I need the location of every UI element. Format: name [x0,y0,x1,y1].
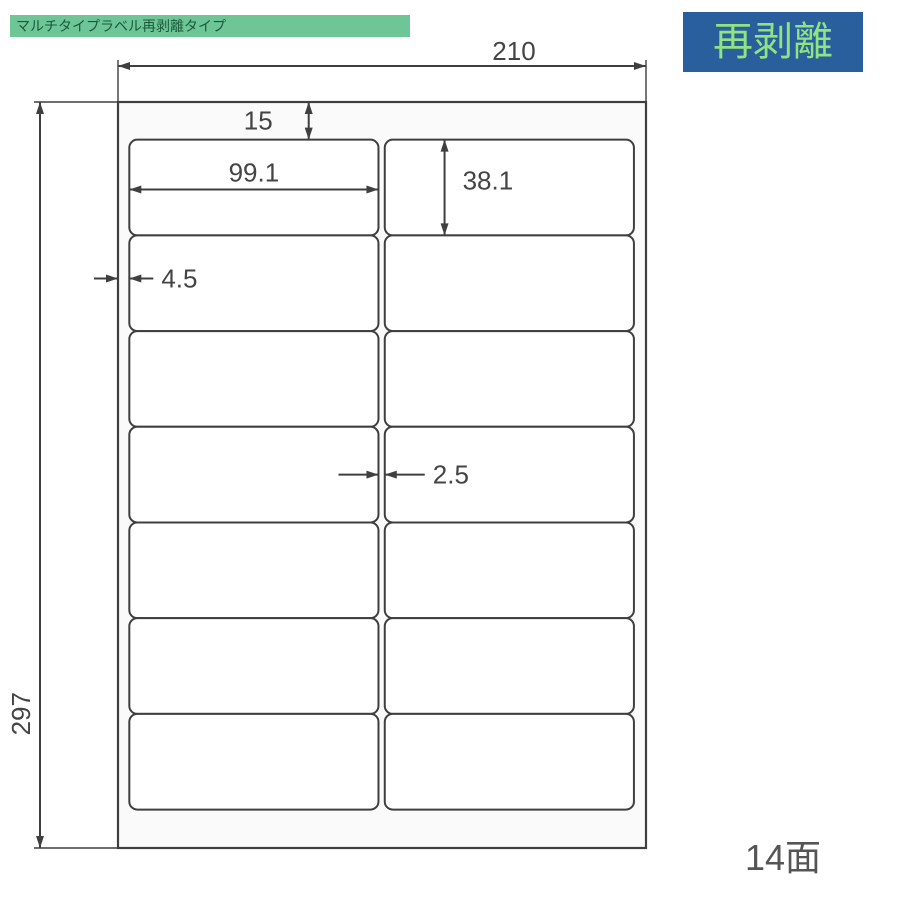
dim-label-width: 99.1 [229,157,280,187]
header-title: マルチタイプラベル再剥離タイプ [16,18,226,34]
dim-sheet-width: 210 [492,36,535,66]
diagram-svg: マルチタイプラベル再剥離タイプ 再剥離 210 297 15 99.1 38.1 4.5 2.5… [0,0,900,900]
label-cell [129,140,378,236]
label-cell [385,714,634,810]
label-cell [385,618,634,714]
dim-col-gap: 2.5 [433,459,469,489]
header-bar: マルチタイプラベル再剥離タイプ [10,15,410,37]
badge-text: 再剥離 [713,20,833,64]
label-cell [385,331,634,427]
dim-label-height: 38.1 [463,166,514,196]
label-cell [129,522,378,618]
dim-side-margin: 4.5 [161,263,197,293]
label-cell [385,235,634,331]
label-cell [129,714,378,810]
face-count-label: 14面 [745,837,821,878]
label-cell [385,522,634,618]
canvas: マルチタイプラベル再剥離タイプ 再剥離 210 297 15 99.1 38.1 4.5 2.5… [0,0,900,900]
label-cell [129,331,378,427]
dim-sheet-height: 297 [6,692,36,735]
label-cell [129,618,378,714]
dim-top-margin: 15 [244,106,273,136]
badge: 再剥離 [683,12,863,72]
